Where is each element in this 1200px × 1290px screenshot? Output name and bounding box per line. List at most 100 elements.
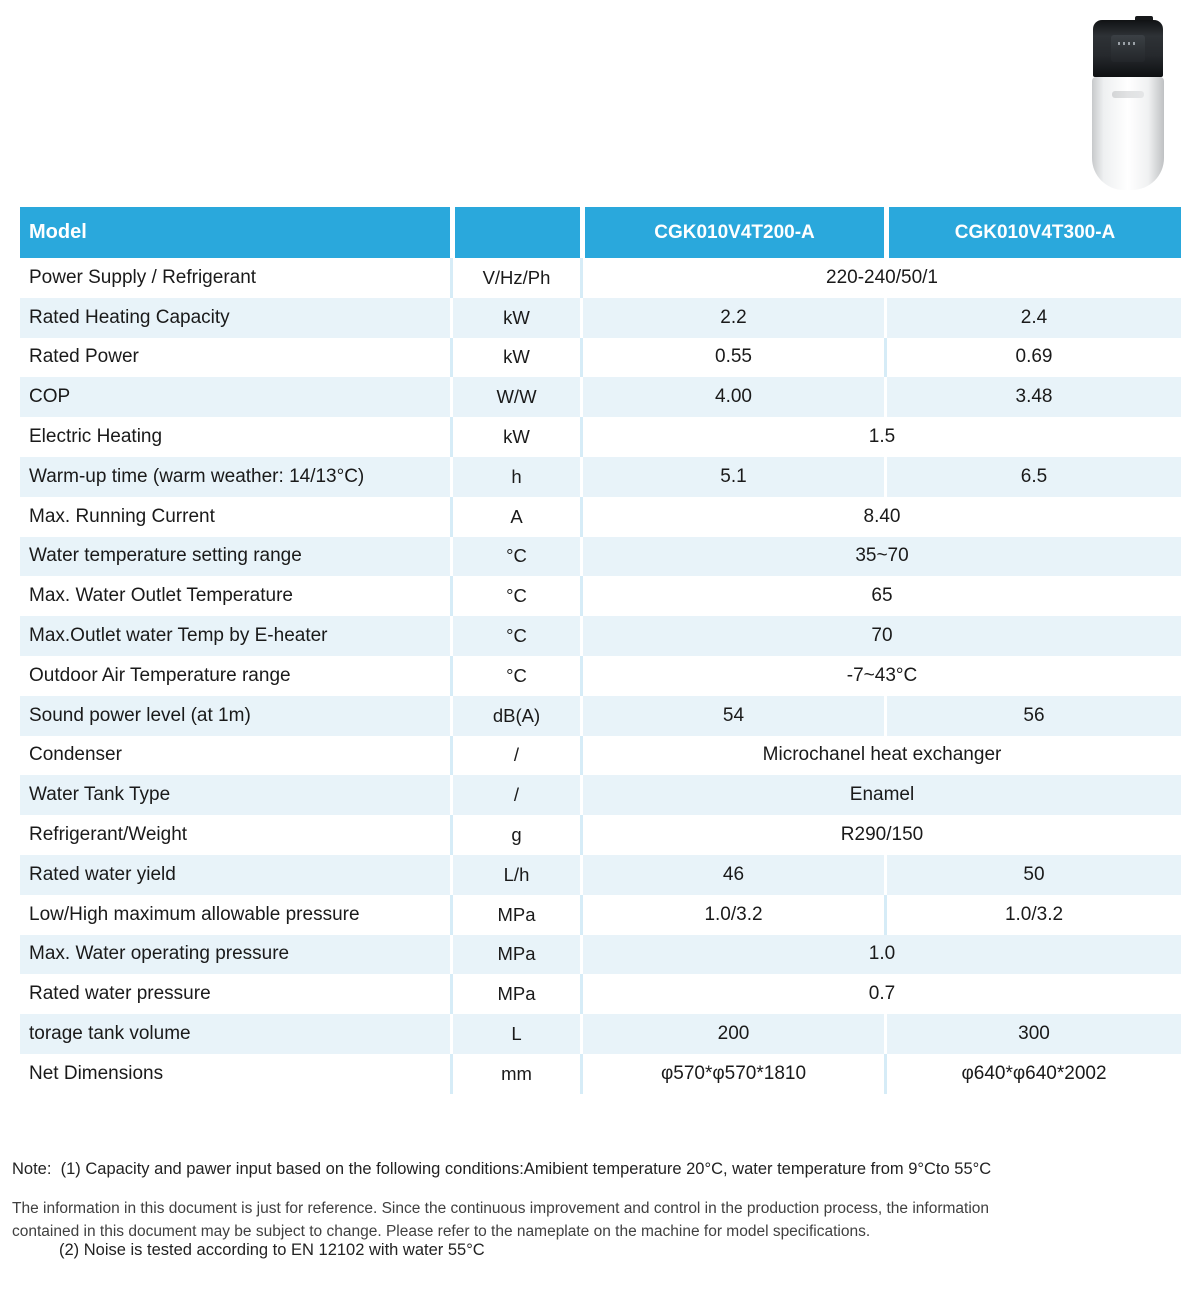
spec-label: Sound power level (at 1m) <box>20 695 453 736</box>
spec-value-both: 220-240/50/1 <box>826 266 938 288</box>
note-item-1: (1) Capacity and pawer input based on th… <box>60 1160 992 1179</box>
spec-value-both: 35~70 <box>855 545 909 567</box>
table-row: Water temperature setting range °C 35~70 <box>20 536 1181 577</box>
spec-value-model-2: 6.5 <box>1020 465 1048 487</box>
disclaimer-line-2: contained in this document may be subjec… <box>12 1223 871 1241</box>
notes: Note: (1) Capacity and pawer input based… <box>12 1103 1162 1290</box>
table-header: Model CGK010V4T200-A CGK010V4T300-A <box>20 207 1181 258</box>
spec-unit: W/W <box>453 377 583 418</box>
spec-unit: A <box>453 496 583 537</box>
spec-value-model-1: 5.1 <box>583 456 887 497</box>
spec-unit: g <box>453 815 583 855</box>
table-row: Max. Running Current A 8.40 <box>20 496 1181 537</box>
spec-label: Max. Water operating pressure <box>20 934 453 975</box>
product-top-vent <box>1135 16 1153 23</box>
spec-value-model-2: 1.0/3.2 <box>1004 903 1064 925</box>
product-display-dots <box>1118 42 1138 45</box>
spec-value-model-1: 2.2 <box>583 297 887 338</box>
spec-value-both: 1.5 <box>868 426 896 448</box>
spec-table: Model CGK010V4T200-A CGK010V4T300-A Powe… <box>20 207 1181 1094</box>
note-item-2: (2) Noise is tested according to EN 1210… <box>59 1240 485 1259</box>
table-row: Rated water yield L/h 46 50 <box>20 854 1181 895</box>
spec-label: Refrigerant/Weight <box>20 815 453 855</box>
table-row: Max.Outlet water Temp by E-heater °C 70 <box>20 616 1181 656</box>
header-unit-cell <box>455 207 580 258</box>
spec-value-model-2: φ640*φ640*2002 <box>961 1062 1107 1084</box>
spec-value-model-2: 56 <box>1023 704 1045 726</box>
spec-value-both: 65 <box>871 585 893 607</box>
table-row: Refrigerant/Weight g R290/150 <box>20 815 1181 855</box>
spec-value-model-1: 0.55 <box>583 337 887 378</box>
spec-value-both: 0.7 <box>868 983 896 1005</box>
table-row: torage tank volume L 200 300 <box>20 1014 1181 1054</box>
spec-unit: kW <box>453 417 583 457</box>
spec-value-model-1: φ570*φ570*1810 <box>583 1053 887 1094</box>
spec-unit: °C <box>453 616 583 656</box>
spec-label: Outdoor Air Temperature range <box>20 655 453 696</box>
spec-value-model-2: 3.48 <box>1015 386 1053 408</box>
spec-label: Rated water yield <box>20 854 453 895</box>
spec-unit: MPa <box>453 894 583 935</box>
spec-label: torage tank volume <box>20 1014 453 1054</box>
spec-value-both: -7~43°C <box>846 664 918 686</box>
spec-unit: L <box>453 1014 583 1054</box>
spec-unit: V/Hz/Ph <box>453 258 583 298</box>
note-prefix: Note: <box>12 1160 61 1179</box>
table-row: Rated water pressure MPa 0.7 <box>20 974 1181 1015</box>
spec-unit: MPa <box>453 934 583 975</box>
spec-value-model-1: 46 <box>583 854 887 895</box>
table-row: Net Dimensions mm φ570*φ570*1810 φ640*φ64… <box>20 1053 1181 1094</box>
spec-label: Max. Water Outlet Temperature <box>20 576 453 617</box>
spec-value-model-1: 200 <box>583 1014 887 1054</box>
disclaimer: The information in this document is just… <box>12 1197 1032 1244</box>
spec-unit: h <box>453 456 583 497</box>
spec-unit: L/h <box>453 854 583 895</box>
table-row: Outdoor Air Temperature range °C -7~43°C <box>20 655 1181 696</box>
spec-label: Net Dimensions <box>20 1053 453 1094</box>
spec-label: Water temperature setting range <box>20 536 453 577</box>
spec-label: Water Tank Type <box>20 775 453 816</box>
product-display <box>1111 35 1145 62</box>
product-cap <box>1093 20 1163 77</box>
table-row: COP W/W 4.00 3.48 <box>20 377 1181 418</box>
table-body: Power Supply / Refrigerant V/Hz/Ph 220-2… <box>20 258 1181 1094</box>
note-line-2: (2) Noise is tested according to EN 1210… <box>12 1237 1162 1264</box>
spec-unit: MPa <box>453 974 583 1015</box>
spec-label: Power Supply / Refrigerant <box>20 258 453 298</box>
spec-value-both: 8.40 <box>863 505 901 527</box>
brand-mark <box>1112 91 1144 98</box>
table-row: Max. Water operating pressure MPa 1.0 <box>20 934 1181 975</box>
table-row: Water Tank Type / Enamel <box>20 775 1181 816</box>
disclaimer-line-1: The information in this document is just… <box>12 1200 990 1217</box>
table-row: Power Supply / Refrigerant V/Hz/Ph 220-2… <box>20 258 1181 298</box>
spec-unit: kW <box>453 337 583 378</box>
spec-value-both: Enamel <box>849 784 915 806</box>
table-row: Sound power level (at 1m) dB(A) 54 56 <box>20 695 1181 736</box>
spec-label: Max.Outlet water Temp by E-heater <box>20 616 453 656</box>
spec-value-model-2: 50 <box>1023 863 1045 885</box>
spec-label: Max. Running Current <box>20 496 453 537</box>
spec-label: Rated water pressure <box>20 974 453 1015</box>
spec-value-both: R290/150 <box>840 824 924 846</box>
header-model-2: CGK010V4T300-A <box>889 207 1181 258</box>
spec-label: Low/High maximum allowable pressure <box>20 894 453 935</box>
header-model-cell: Model <box>20 207 450 258</box>
spec-unit: dB(A) <box>453 695 583 736</box>
table-row: Warm-up time (warm weather: 14/13°C) h 5… <box>20 456 1181 497</box>
spec-value-both: 1.0 <box>868 943 896 965</box>
note-line-1: Note: (1) Capacity and pawer input based… <box>12 1156 1162 1183</box>
spec-value-model-1: 1.0/3.2 <box>583 894 887 935</box>
spec-value-both: Microchanel heat exchanger <box>762 744 1002 766</box>
table-row: Electric Heating kW 1.5 <box>20 417 1181 457</box>
header-model-1: CGK010V4T200-A <box>585 207 884 258</box>
spec-unit: °C <box>453 536 583 577</box>
spec-label: Warm-up time (warm weather: 14/13°C) <box>20 456 453 497</box>
spec-label: COP <box>20 377 453 418</box>
product-image <box>1092 14 1164 190</box>
spec-value-model-1: 54 <box>583 695 887 736</box>
table-row: Rated Heating Capacity kW 2.2 2.4 <box>20 297 1181 338</box>
product-tank-body <box>1092 77 1164 190</box>
spec-unit: mm <box>453 1053 583 1094</box>
table-row: Low/High maximum allowable pressure MPa … <box>20 894 1181 935</box>
